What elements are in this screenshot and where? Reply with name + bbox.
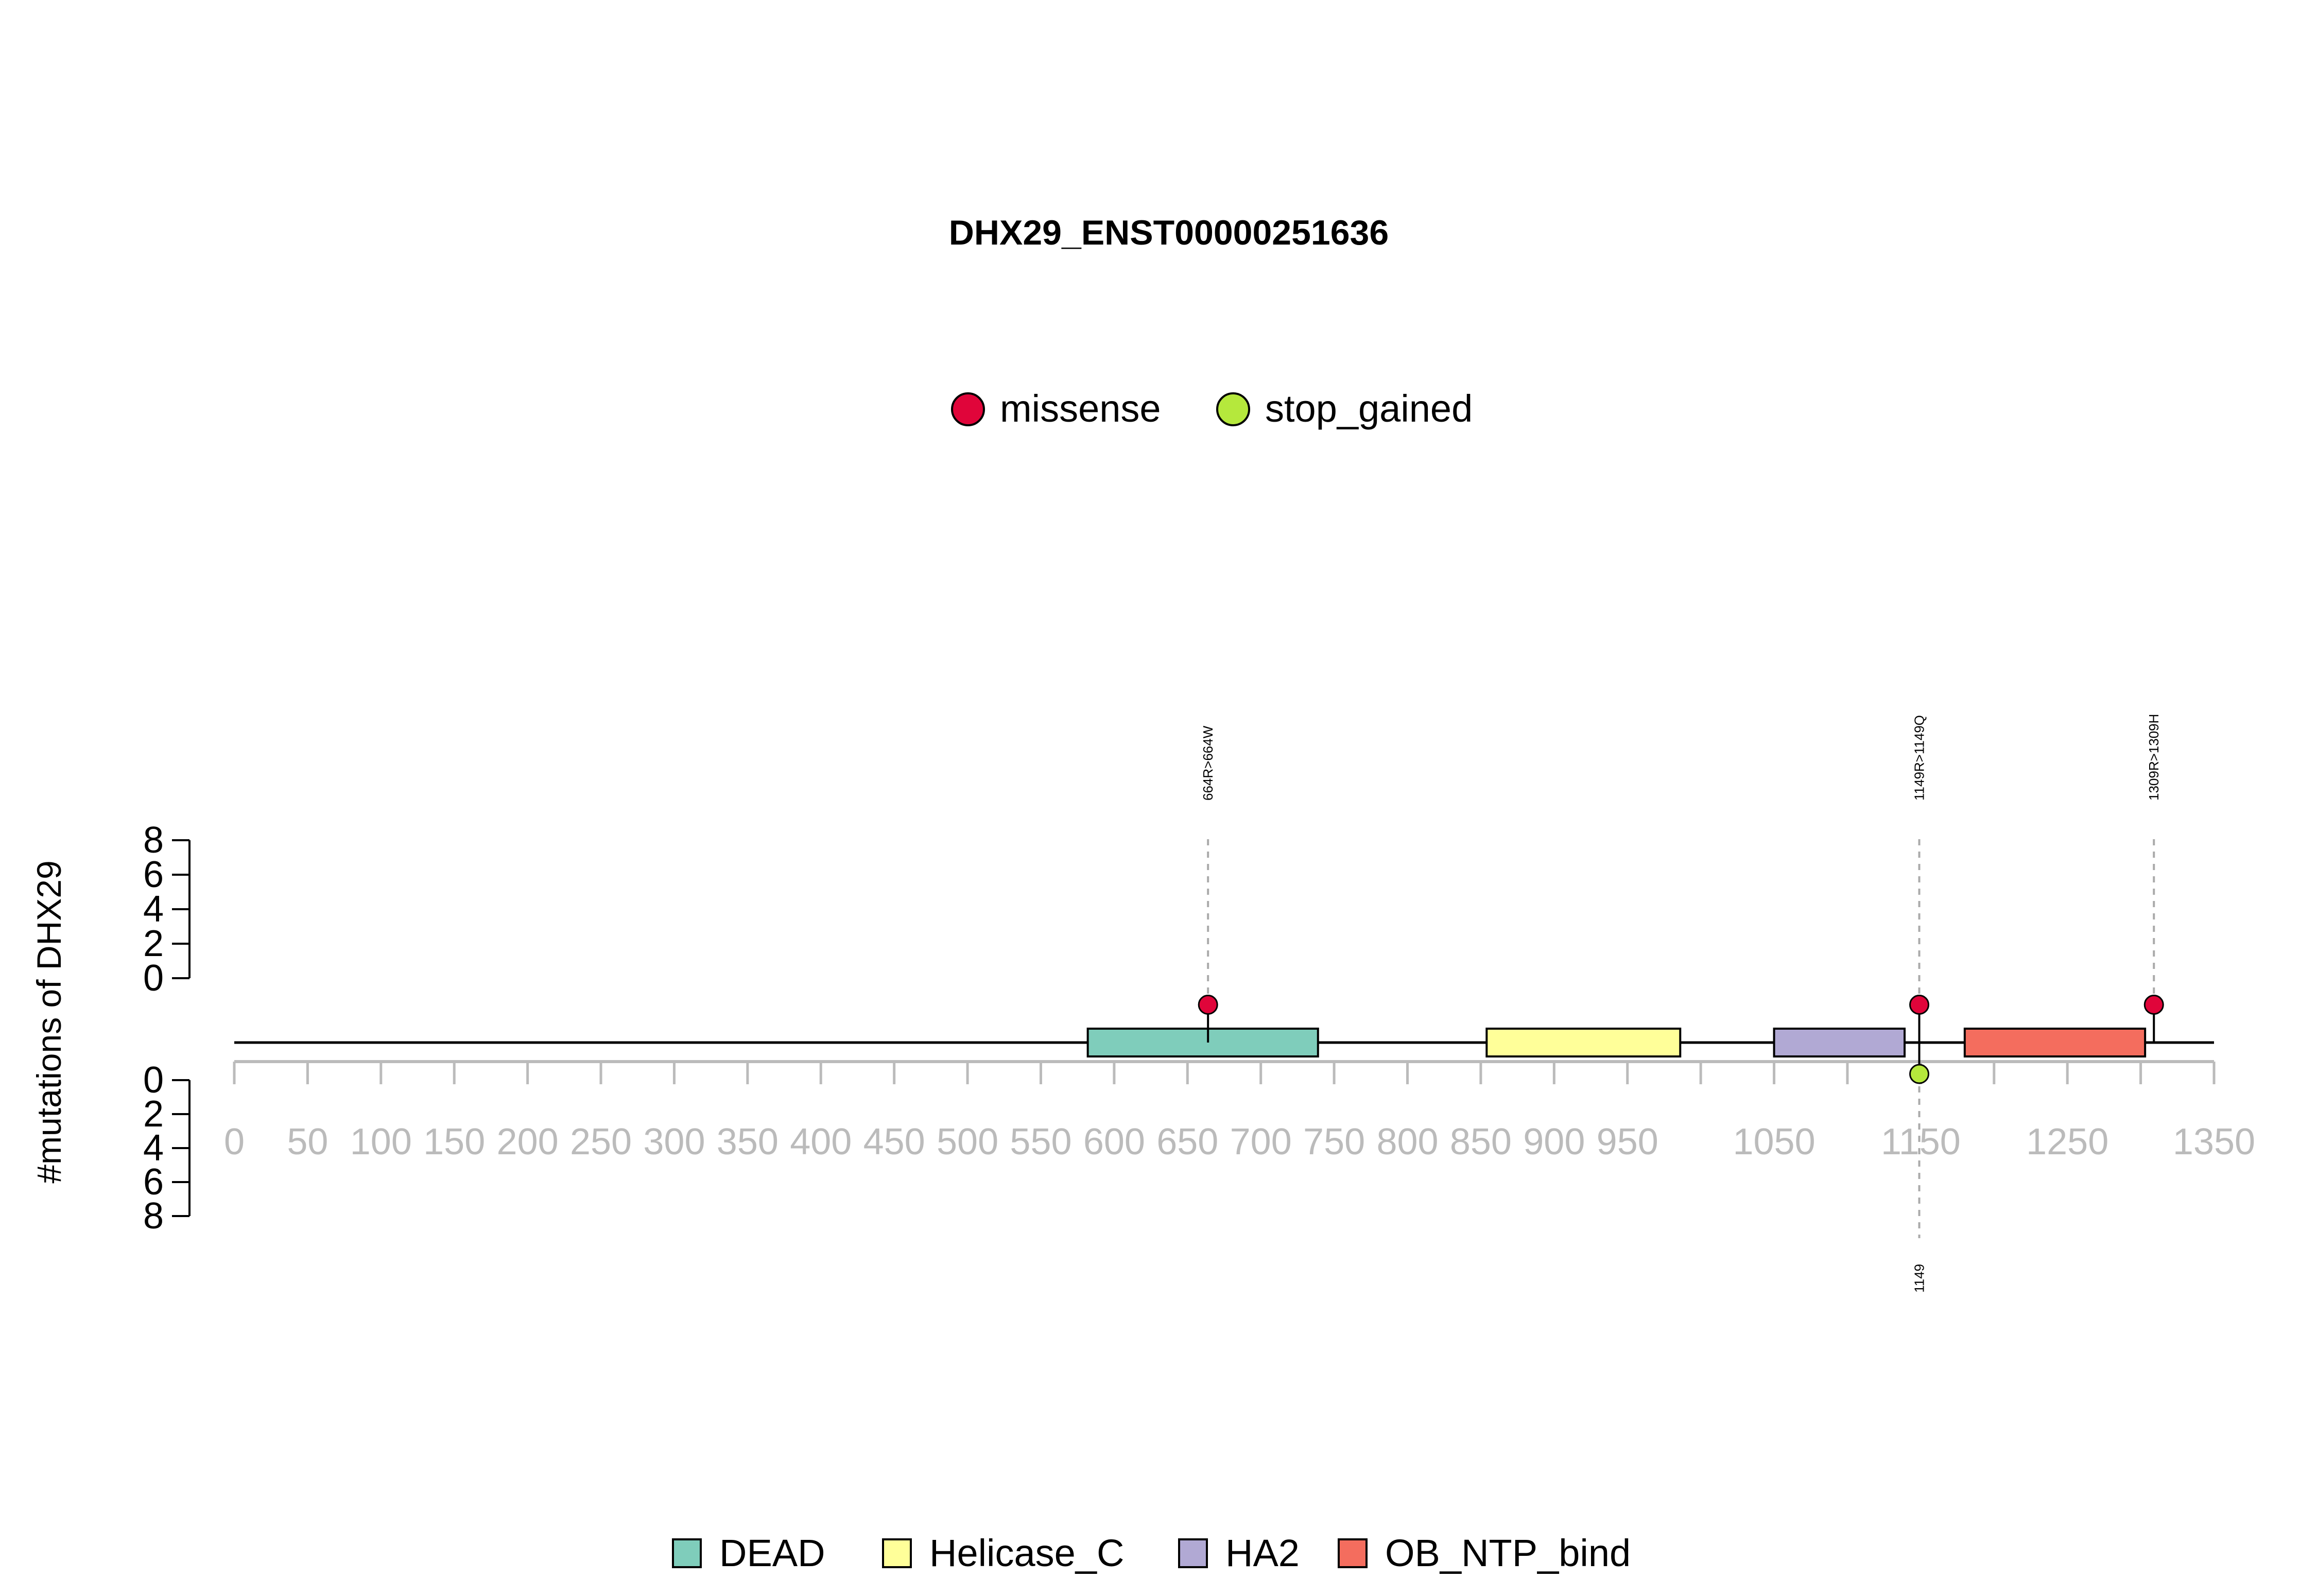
x-tick-label: 0 (224, 1121, 245, 1163)
x-tick-label: 1150 (1881, 1121, 1961, 1163)
y-tick-label-top: 8 (143, 820, 164, 861)
x-tick-label: 400 (790, 1121, 852, 1163)
legend-label-stop_gained: stop_gained (1265, 387, 1473, 430)
domain-legend-label-DEAD: DEAD (719, 1532, 825, 1574)
x-axis: 0 50 100 150 200 250 300 350 400 450 500 550 600 650 7… (224, 1060, 2255, 1163)
legend-label-missense: missense (1000, 387, 1161, 430)
y-tick-label-top: 6 (143, 854, 164, 895)
x-tick-label: 200 (497, 1121, 559, 1163)
domain-legend-swatch-OB_NTP_bind (1338, 1538, 1368, 1568)
y-tick-label-bottom: 8 (143, 1195, 164, 1237)
x-tick-label: 100 (350, 1121, 412, 1163)
domain-legend-swatch-DEAD (672, 1538, 702, 1568)
x-tick-label: 850 (1450, 1121, 1512, 1163)
x-tick-label: 450 (863, 1121, 925, 1163)
y-tick-label-bottom: 2 (143, 1094, 164, 1135)
y-tick-label-top: 2 (143, 923, 164, 964)
domain-boxes (1086, 1028, 2147, 1057)
x-tick-label: 900 (1523, 1121, 1585, 1163)
x-tick-label: 750 (1303, 1121, 1365, 1163)
domain-legend-label-OB_NTP_bind: OB_NTP_bind (1385, 1532, 1631, 1574)
domain-legend-swatch-HA2 (1178, 1538, 1208, 1568)
domain-HA2 (1773, 1028, 1906, 1057)
mutation-label-bottom: 1149 (1912, 1264, 1927, 1293)
x-tick-label: 700 (1230, 1121, 1292, 1163)
y-tick-label-bottom: 4 (143, 1127, 164, 1169)
x-tick-label: 800 (1376, 1121, 1438, 1163)
x-tick-label: 300 (643, 1121, 705, 1163)
legend-marker-missense (951, 392, 985, 426)
x-tick-label: 1350 (2173, 1121, 2255, 1163)
x-tick-label: 1050 (1733, 1121, 1815, 1163)
y-tick-label-bottom: 0 (143, 1060, 164, 1101)
chart-title: DHX29_ENST00000251636 (949, 213, 1389, 252)
x-tick-label: 550 (1010, 1121, 1071, 1163)
mutation-label-top: 664R>664W (1200, 725, 1216, 801)
y-tick-label-top: 4 (143, 889, 164, 930)
lollipop-head-missense (2143, 995, 2164, 1015)
y-axis-label: #mutations of DHX29 (30, 860, 68, 1183)
domain-Helicase_C (1485, 1028, 1682, 1057)
y-tick-label-top: 0 (143, 958, 164, 999)
lollipop-head-missense (1909, 995, 1930, 1015)
mutation-label-top: 1309R>1309H (2146, 714, 2162, 801)
legend-marker-stop_gained (1216, 392, 1250, 426)
domain-legend: DEAD Helicase_C HA2 OB_NTP_bind (672, 1532, 1631, 1574)
domain-OB_NTP_bind (1963, 1028, 2147, 1057)
x-tick-label: 950 (1597, 1121, 1658, 1163)
mutation-lollipops: 664R>664W 1149R>1149Q 1309R>1309H 1149 (1198, 714, 2164, 1293)
x-tick-label: 50 (287, 1121, 328, 1163)
domain-DEAD (1086, 1028, 1319, 1057)
domain-legend-swatch-Helicase_C (882, 1538, 912, 1568)
x-tick-label: 250 (570, 1121, 632, 1163)
mutation-label-top: 1149R>1149Q (1912, 715, 1927, 801)
x-tick-label: 150 (423, 1121, 485, 1163)
y-tick-label-bottom: 6 (143, 1161, 164, 1203)
domain-legend-label-HA2: HA2 (1225, 1532, 1300, 1574)
mutation-type-legend: missense stop_gained (951, 387, 1473, 430)
x-tick-label: 600 (1083, 1121, 1145, 1163)
x-tick-label: 500 (937, 1121, 998, 1163)
lollipop-head-missense (1198, 995, 1218, 1015)
x-tick-label: 650 (1156, 1121, 1218, 1163)
lollipop-head-stop_gained (1909, 1064, 1930, 1084)
domain-legend-label-Helicase_C: Helicase_C (929, 1532, 1124, 1574)
x-tick-label: 1250 (2026, 1121, 2108, 1163)
x-tick-label: 350 (717, 1121, 779, 1163)
